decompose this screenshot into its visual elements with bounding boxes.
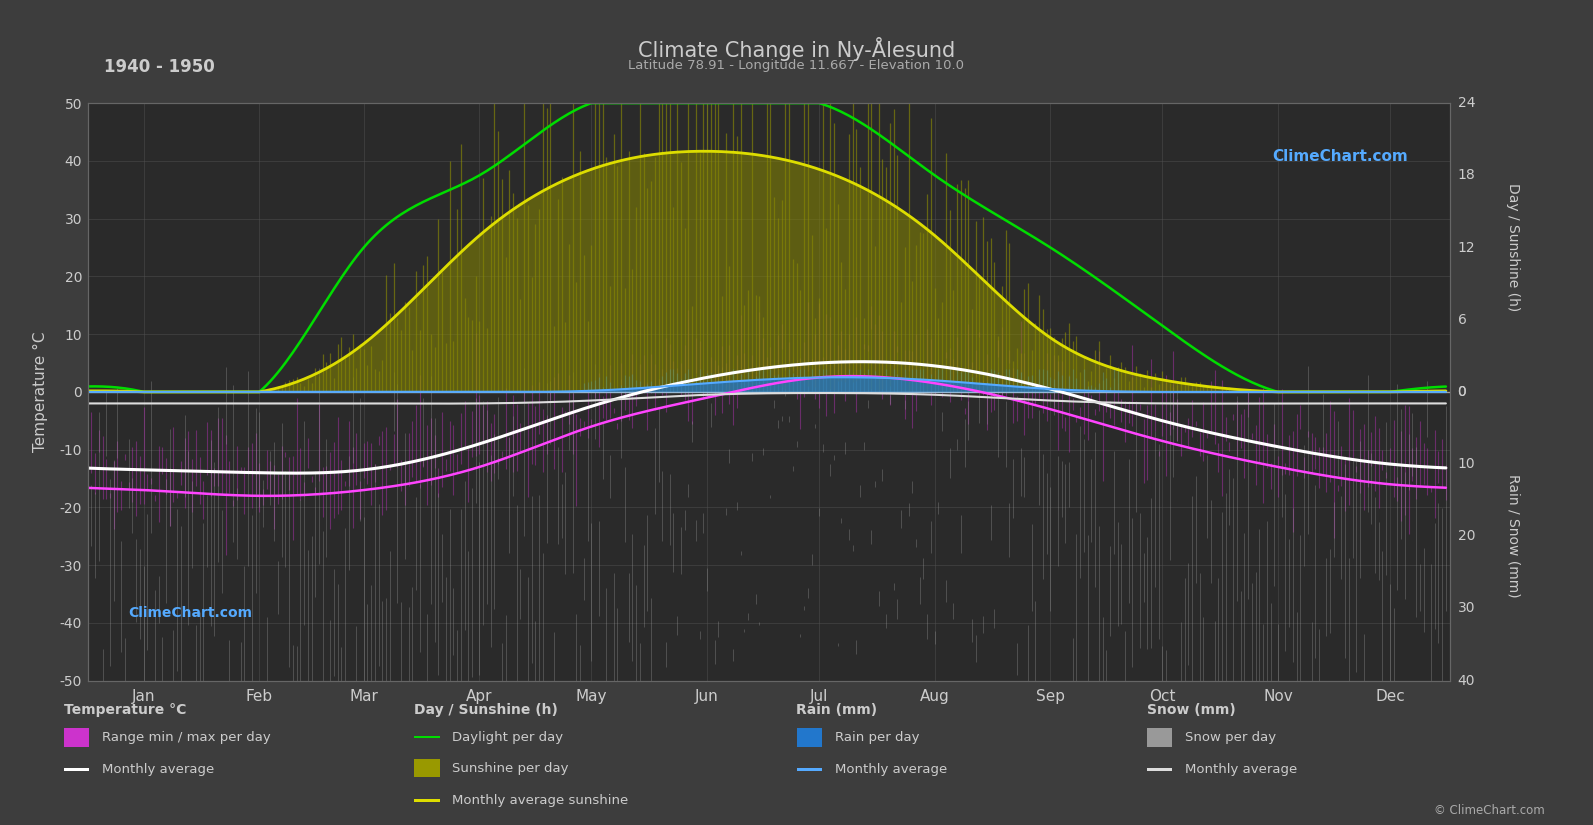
Text: 0: 0	[1458, 385, 1466, 398]
Text: Rain / Snow (mm): Rain / Snow (mm)	[1507, 474, 1520, 598]
Text: Monthly average: Monthly average	[102, 763, 213, 775]
Text: Temperature °C: Temperature °C	[64, 703, 186, 717]
Text: Monthly average sunshine: Monthly average sunshine	[452, 794, 629, 807]
Text: © ClimeChart.com: © ClimeChart.com	[1434, 804, 1545, 817]
Text: ClimeChart.com: ClimeChart.com	[1273, 149, 1408, 164]
Text: 18: 18	[1458, 168, 1475, 182]
Text: 1940 - 1950: 1940 - 1950	[104, 58, 215, 76]
Text: Rain (mm): Rain (mm)	[796, 703, 878, 717]
Text: Latitude 78.91 - Longitude 11.667 - Elevation 10.0: Latitude 78.91 - Longitude 11.667 - Elev…	[629, 59, 964, 73]
Text: Range min / max per day: Range min / max per day	[102, 731, 271, 744]
Text: Snow (mm): Snow (mm)	[1147, 703, 1236, 717]
Text: 24: 24	[1458, 97, 1475, 110]
Text: Daylight per day: Daylight per day	[452, 731, 564, 743]
Text: Climate Change in Ny-Ålesund: Climate Change in Ny-Ålesund	[637, 37, 956, 61]
Y-axis label: Temperature °C: Temperature °C	[33, 332, 48, 452]
Text: Sunshine per day: Sunshine per day	[452, 761, 569, 775]
Text: 10: 10	[1458, 457, 1475, 471]
Text: 30: 30	[1458, 601, 1475, 615]
Text: Monthly average: Monthly average	[835, 763, 946, 775]
Text: 0: 0	[1458, 385, 1466, 398]
Text: Day / Sunshine (h): Day / Sunshine (h)	[1507, 183, 1520, 312]
Text: Day / Sunshine (h): Day / Sunshine (h)	[414, 703, 558, 717]
Text: Monthly average: Monthly average	[1185, 763, 1297, 775]
Text: 12: 12	[1458, 241, 1475, 254]
Text: 6: 6	[1458, 313, 1467, 327]
Text: Snow per day: Snow per day	[1185, 731, 1276, 744]
Text: 20: 20	[1458, 530, 1475, 543]
Text: 40: 40	[1458, 674, 1475, 687]
Text: Rain per day: Rain per day	[835, 731, 919, 744]
Text: ClimeChart.com: ClimeChart.com	[129, 606, 252, 620]
